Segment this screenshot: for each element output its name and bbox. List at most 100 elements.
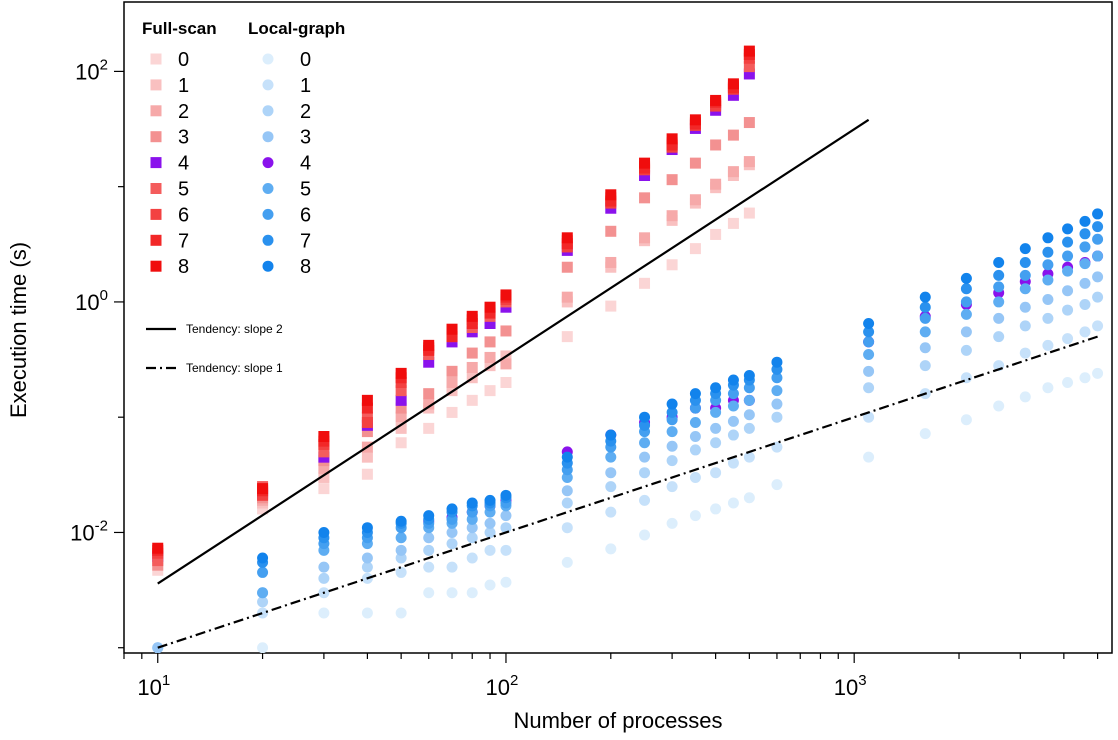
local-graph-point-level-3 (993, 313, 1004, 324)
full-scan-point-level-0 (562, 331, 573, 342)
local-graph-point-level-3 (500, 510, 511, 521)
axes: 101 102 10310-2100102 (70, 56, 1097, 700)
local-graph-point-level-2 (1042, 313, 1053, 324)
local-graph-point-level-1 (710, 467, 721, 478)
data-marks (152, 46, 1103, 654)
local-graph-point-level-0 (690, 510, 701, 521)
local-graph-point-level-8 (920, 292, 931, 303)
full-scan-point-level-4 (396, 395, 407, 406)
local-graph-point-level-5 (1092, 251, 1103, 262)
local-graph-point-level-1 (605, 507, 616, 518)
full-scan-point-level-0 (467, 395, 478, 406)
local-graph-point-level-5 (771, 385, 782, 396)
legend-label: 0 (178, 49, 189, 71)
local-graph-point-level-8 (1062, 223, 1073, 234)
full-scan-point-level-3 (728, 130, 739, 141)
local-graph-point-level-5 (639, 437, 650, 448)
full-scan-point-level-8 (744, 46, 755, 57)
local-graph-point-level-2 (1062, 305, 1073, 316)
local-graph-point-level-0 (485, 580, 496, 591)
full-scan-point-level-0 (728, 218, 739, 229)
full-scan-point-level-2 (690, 194, 701, 205)
local-graph-point-level-1 (396, 567, 407, 578)
local-graph-point-level-2 (961, 345, 972, 356)
local-graph-point-level-8 (710, 382, 721, 393)
local-graph-point-level-5 (396, 532, 407, 543)
legend-swatch-local-graph-3 (263, 131, 274, 142)
full-scan-point-level-3 (423, 388, 434, 399)
local-graph-point-level-2 (667, 455, 678, 466)
local-graph-point-level-3 (639, 452, 650, 463)
local-graph-point-level-2 (1092, 292, 1103, 303)
local-graph-point-level-8 (728, 375, 739, 386)
local-graph-point-level-6 (1062, 251, 1073, 262)
legend-label: 1 (300, 75, 311, 97)
legend-label: 7 (178, 230, 189, 252)
legend-trend-label: Tendency: slope 2 (186, 322, 283, 336)
full-scan-point-level-2 (485, 352, 496, 363)
legend-swatch-full-scan-8 (151, 261, 162, 272)
legend-title-local-graph: Local-graph (248, 19, 345, 38)
y-tick-label: 10-2 (70, 517, 108, 545)
local-graph-point-level-7 (1079, 228, 1090, 239)
local-graph-point-level-0 (500, 577, 511, 588)
full-scan-point-level-8 (728, 78, 739, 89)
local-graph-point-level-2 (605, 481, 616, 492)
local-graph-point-level-8 (863, 318, 874, 329)
legend: Full-scan012345678Local-graph012345678Te… (142, 19, 345, 375)
local-graph-point-level-0 (744, 492, 755, 503)
local-graph-point-level-7 (961, 283, 972, 294)
local-graph-point-level-8 (1092, 208, 1103, 219)
legend-label: 8 (300, 256, 311, 278)
legend-label: 8 (178, 256, 189, 278)
x-tick-label: 101 (137, 672, 170, 700)
full-scan-point-level-0 (690, 243, 701, 254)
local-graph-point-level-5 (920, 326, 931, 337)
local-graph-point-level-3 (362, 553, 373, 564)
local-graph-point-level-1 (639, 495, 650, 506)
local-graph-point-level-7 (1042, 247, 1053, 258)
local-graph-point-level-5 (690, 417, 701, 428)
local-graph-point-level-1 (562, 522, 573, 533)
local-graph-point-level-0 (1079, 372, 1090, 383)
local-graph-point-level-6 (863, 336, 874, 347)
local-graph-point-level-3 (318, 562, 329, 573)
local-graph-point-level-0 (447, 587, 458, 598)
legend-title-full-scan: Full-scan (142, 19, 217, 38)
local-graph-point-level-3 (710, 423, 721, 434)
local-graph-point-level-3 (961, 326, 972, 337)
local-graph-point-level-3 (1092, 271, 1103, 282)
local-graph-point-level-5 (667, 426, 678, 437)
local-graph-point-level-8 (318, 527, 329, 538)
trend-lines (158, 120, 1098, 648)
full-scan-point-level-8 (152, 543, 163, 554)
local-graph-point-level-0 (728, 498, 739, 509)
legend-swatch-local-graph-1 (263, 79, 274, 90)
local-graph-point-level-1 (1020, 348, 1031, 359)
local-graph-point-level-8 (362, 522, 373, 533)
local-graph-point-level-8 (485, 495, 496, 506)
full-scan-point-level-0 (396, 437, 407, 448)
local-graph-point-level-8 (961, 273, 972, 284)
full-scan-point-level-0 (447, 407, 458, 418)
local-graph-point-level-5 (605, 452, 616, 463)
local-graph-point-level-7 (920, 302, 931, 313)
local-graph-point-level-5 (993, 296, 1004, 307)
full-scan-point-level-6 (362, 417, 373, 428)
local-graph-point-level-2 (690, 444, 701, 455)
legend-label: 4 (300, 153, 311, 175)
local-graph-point-level-8 (1079, 216, 1090, 227)
full-scan-point-level-0 (423, 423, 434, 434)
x-tick-label: 102 (486, 672, 519, 700)
local-graph-point-level-6 (993, 281, 1004, 292)
legend-swatch-full-scan-2 (151, 105, 162, 116)
legend-label: 7 (300, 230, 311, 252)
legend-swatch-local-graph-4 (263, 157, 274, 168)
local-graph-point-level-8 (1020, 243, 1031, 254)
legend-label: 0 (300, 49, 311, 71)
local-graph-point-level-3 (562, 485, 573, 496)
full-scan-point-level-0 (500, 377, 511, 388)
local-graph-point-level-8 (639, 412, 650, 423)
local-graph-point-level-6 (920, 313, 931, 324)
local-graph-point-level-5 (863, 349, 874, 360)
